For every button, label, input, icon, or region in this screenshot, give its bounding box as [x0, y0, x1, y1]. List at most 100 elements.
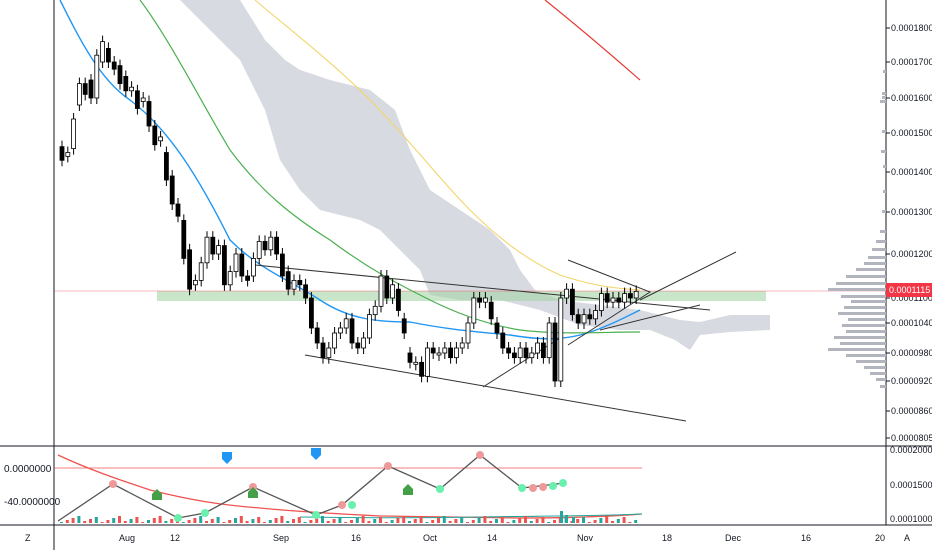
candle — [413, 361, 419, 365]
volume-profile-bar — [841, 295, 886, 298]
candle — [552, 322, 558, 382]
osc-volume-bar — [222, 522, 226, 523]
candle — [506, 347, 512, 354]
triangle-pattern — [567, 259, 652, 346]
price-tick-label: 0.0000980 — [891, 348, 932, 358]
candle — [442, 347, 448, 354]
osc-volume-bar — [628, 522, 632, 523]
price-tick-label: 0.0001300 — [891, 207, 932, 217]
candle — [535, 342, 540, 354]
volume-profile-bar — [872, 248, 886, 251]
candle — [355, 342, 361, 349]
osc-volume-bar — [286, 521, 290, 523]
osc-volume-bar — [419, 517, 423, 523]
volume-profile-bar — [848, 318, 886, 321]
osc-red-line — [57, 454, 643, 519]
candle — [593, 310, 598, 320]
osc-dot — [174, 514, 182, 522]
osc-right-tick-2: 0.0001000 — [890, 514, 932, 524]
osc-volume-bar — [367, 521, 371, 523]
support-zone — [157, 291, 766, 301]
osc-volume-bar — [263, 522, 266, 523]
candle — [570, 288, 575, 316]
osc-volume-bar — [437, 518, 440, 523]
osc-volume-bar — [466, 522, 469, 523]
volume-profile-bar — [881, 150, 886, 153]
volume-profile-bar — [836, 282, 886, 285]
candle — [192, 279, 198, 286]
candle — [332, 332, 338, 349]
candle — [210, 236, 216, 255]
volume-profile-bar — [828, 288, 886, 291]
osc-volume-bar — [471, 520, 475, 523]
osc-volume-bar — [442, 516, 446, 523]
time-label: 14 — [487, 533, 497, 543]
candle — [581, 314, 587, 324]
target-line — [639, 251, 737, 301]
osc-volume-bar — [425, 522, 429, 523]
osc-volume-bar — [622, 517, 626, 523]
osc-volume-bar — [326, 521, 330, 523]
osc-volume-bar — [321, 516, 324, 523]
candle — [587, 314, 593, 320]
volume-profile-bar — [838, 312, 886, 315]
candle — [546, 322, 552, 359]
osc-volume-bar — [210, 519, 214, 523]
candle — [221, 245, 227, 286]
candle — [349, 318, 355, 344]
candle — [268, 236, 274, 251]
osc-dot — [436, 485, 444, 493]
osc-volume-bar — [274, 518, 278, 523]
volume-profile-bar — [883, 165, 886, 168]
volume-profile — [828, 70, 886, 388]
osc-volume-bar — [135, 517, 139, 523]
marker-blue-1 — [222, 452, 232, 464]
candle — [227, 271, 233, 286]
osc-volume-bar — [582, 517, 585, 523]
time-axis: Aug 12 Sep 16 Oct 14 Nov 18 Dec 16 20 — [119, 533, 885, 543]
candle — [94, 54, 100, 99]
volume-profile-bar — [864, 366, 886, 369]
candle — [77, 83, 82, 106]
volume-profile-bar — [842, 324, 886, 327]
osc-volume-bar — [506, 522, 510, 523]
candle — [320, 342, 326, 359]
volume-profile-bar — [856, 268, 886, 271]
osc-dot — [384, 462, 392, 470]
osc-volume-bar — [65, 520, 69, 523]
candle — [65, 152, 71, 157]
candle — [111, 61, 117, 70]
candle — [152, 125, 158, 146]
osc-volume-bar — [448, 521, 452, 523]
volume-profile-bar — [846, 330, 886, 333]
corner-right[interactable]: A — [904, 533, 910, 543]
candle — [378, 275, 384, 307]
time-label: Dec — [725, 533, 742, 543]
candle — [117, 65, 123, 84]
osc-volume-bar — [94, 517, 98, 523]
candle — [262, 240, 268, 251]
osc-volume-bar — [483, 516, 487, 523]
volume-profile-bar — [880, 385, 886, 388]
osc-volume-bar — [616, 519, 620, 523]
candle — [575, 314, 581, 324]
candle — [285, 271, 291, 290]
volume-profile-bar — [846, 354, 886, 357]
candle — [129, 86, 135, 92]
osc-volume-bar — [89, 519, 92, 523]
candle — [239, 253, 245, 277]
osc-volume-bar — [553, 520, 556, 523]
osc-dot — [109, 480, 117, 488]
osc-volume-bar — [257, 517, 261, 523]
volume-profile-bar — [834, 336, 886, 339]
corner-left[interactable]: Z — [25, 533, 31, 543]
volume-profile-bar — [876, 378, 886, 381]
candle — [424, 347, 430, 377]
marker-green-1 — [152, 489, 162, 500]
osc-volume-bar — [83, 521, 87, 523]
candle — [187, 249, 193, 290]
time-label: Sep — [273, 533, 289, 543]
osc-volume-bar — [570, 521, 574, 523]
time-label: Nov — [577, 533, 594, 543]
